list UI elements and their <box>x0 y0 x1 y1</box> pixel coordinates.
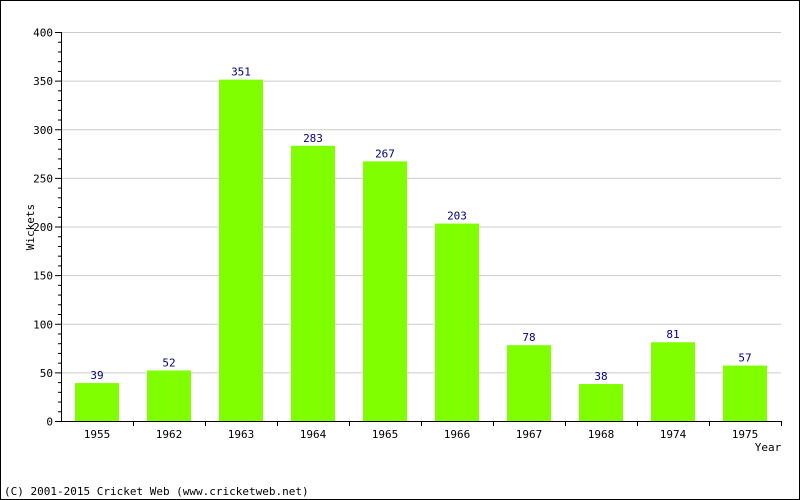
y-axis-title: Wickets <box>24 204 37 250</box>
x-axis-title: Year <box>755 441 782 454</box>
bar <box>507 345 551 421</box>
data-label: 283 <box>303 132 323 145</box>
x-tick-label: 1962 <box>156 428 183 441</box>
data-label: 78 <box>522 331 535 344</box>
bar <box>435 223 479 421</box>
y-tick-label: 400 <box>33 27 53 40</box>
bar <box>579 384 623 421</box>
bar <box>291 145 335 421</box>
data-label: 39 <box>90 369 103 382</box>
copyright-footer: (C) 2001-2015 Cricket Web (www.cricketwe… <box>4 485 309 498</box>
bar <box>75 383 119 421</box>
bar <box>651 342 695 421</box>
data-label: 203 <box>447 210 467 223</box>
y-tick-label: 0 <box>46 416 53 429</box>
y-tick-label: 350 <box>33 75 53 88</box>
x-tick-label: 1967 <box>516 428 543 441</box>
x-tick-label: 1955 <box>84 428 111 441</box>
data-label: 38 <box>594 370 607 383</box>
data-label: 351 <box>231 66 251 79</box>
y-tick-label: 50 <box>40 367 53 380</box>
bar <box>147 370 191 421</box>
grid-lines <box>61 32 781 374</box>
ticks: 0 50 100 150 200 250 300 350 400 1955 1962 1963 1964… <box>33 27 782 441</box>
data-label: 81 <box>666 328 679 341</box>
data-labels: 39 52 351 283 267 203 78 38 81 57 <box>90 66 751 383</box>
y-tick-label: 150 <box>33 270 53 283</box>
bar <box>363 161 407 421</box>
bar <box>219 79 263 421</box>
bar <box>723 365 767 421</box>
y-tick-label: 200 <box>33 221 53 234</box>
x-tick-label: 1966 <box>444 428 471 441</box>
y-tick-label: 250 <box>33 172 53 185</box>
x-tick-label: 1963 <box>228 428 255 441</box>
data-label: 57 <box>738 352 751 365</box>
data-label: 267 <box>375 147 395 160</box>
x-tick-label: 1965 <box>372 428 399 441</box>
x-tick-label: 1968 <box>588 428 615 441</box>
bars <box>75 79 767 421</box>
x-tick-label: 1964 <box>300 428 327 441</box>
y-tick-label: 300 <box>33 124 53 137</box>
x-tick-label: 1974 <box>660 428 687 441</box>
x-tick-label: 1975 <box>732 428 759 441</box>
data-label: 52 <box>162 356 175 369</box>
y-tick-label: 100 <box>33 318 53 331</box>
